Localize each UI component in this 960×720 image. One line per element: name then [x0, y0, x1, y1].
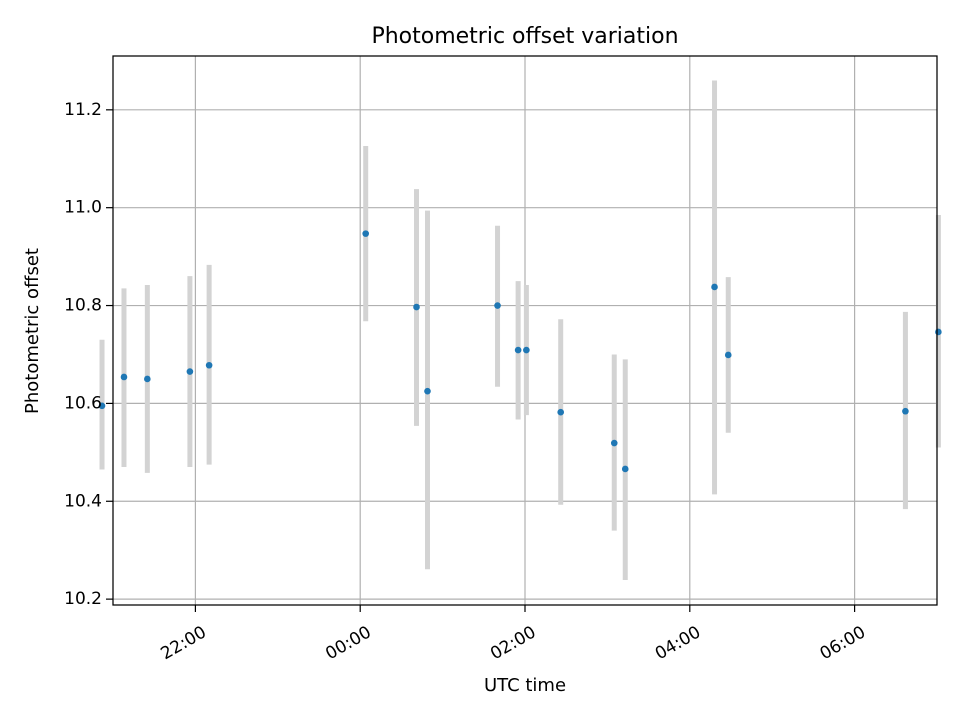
y-axis-ticks: 10.2 10.4 10.6 10.8 11.0 11.2	[64, 100, 113, 609]
data-point	[98, 402, 106, 410]
y-tick-label: 10.4	[64, 491, 102, 511]
data-point	[494, 302, 501, 309]
data-point	[205, 361, 213, 369]
data-point	[902, 407, 909, 415]
y-tick-label: 11.0	[64, 198, 102, 218]
data-point	[514, 346, 522, 354]
data-point	[610, 439, 618, 447]
x-axis-label: UTC time	[484, 675, 566, 696]
data-point	[935, 328, 942, 336]
data-point	[523, 346, 530, 354]
data-points	[98, 230, 942, 473]
y-tick-label: 10.8	[64, 296, 102, 316]
data-point	[557, 408, 565, 416]
y-tick-label: 10.2	[64, 589, 102, 609]
data-point	[413, 303, 420, 311]
y-axis-label: Photometric offset	[22, 248, 43, 414]
y-tick-label: 11.2	[64, 100, 102, 120]
chart-title: Photometric offset variation	[371, 24, 678, 49]
data-point	[362, 230, 369, 237]
data-point	[186, 368, 194, 375]
data-point	[144, 375, 151, 383]
data-point	[711, 283, 718, 291]
data-point	[621, 465, 629, 473]
y-tick-label: 10.6	[64, 393, 102, 413]
data-point	[120, 373, 128, 381]
data-point	[724, 351, 732, 359]
data-point	[424, 387, 431, 395]
